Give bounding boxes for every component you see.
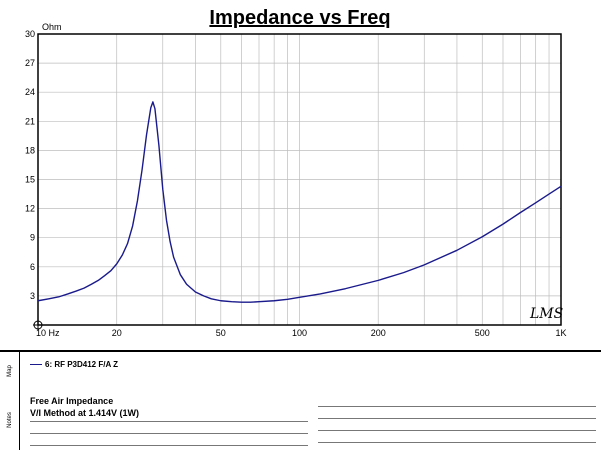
note-line-1: Free Air Impedance (30, 396, 114, 406)
notes-label-text: Notes (6, 412, 13, 428)
x-tick-label: 500 (475, 328, 490, 338)
y-tick-label: 18 (25, 145, 35, 155)
notes-panel: Notes Free Air Impedance V/I Method at 1… (0, 390, 601, 450)
map-panel: Map 6: RF P3D412 F/A Z (0, 350, 601, 392)
y-tick-labels: 3 6 9 12 15 18 21 24 27 30 (25, 29, 35, 301)
chart-title: Impedance vs Freq (209, 7, 390, 29)
x-tick-label: 1K (555, 328, 566, 338)
note-rule (318, 406, 596, 407)
y-tick-label: 3 (30, 291, 35, 301)
y-tick-label: 15 (25, 175, 35, 185)
legend-swatch (30, 364, 42, 365)
y-axis-unit-label: Ohm (42, 22, 62, 32)
notes-side-label: Notes (0, 390, 20, 450)
x-tick-labels: 10 Hz 20 50 100 200 500 1K (36, 328, 567, 338)
y-tick-label: 9 (30, 233, 35, 243)
y-tick-label: 12 (25, 204, 35, 214)
note-rule (318, 430, 596, 431)
y-tick-label: 30 (25, 29, 35, 39)
impedance-chart: Impedance vs Freq Ohm 36912151821242730 … (25, 7, 567, 338)
map-label-text: Map (6, 365, 13, 377)
x-tick-label: 200 (371, 328, 386, 338)
plot-frame (37, 33, 562, 326)
grid-lines (38, 34, 561, 325)
note-rule (318, 442, 596, 443)
impedance-series-line (37, 101, 562, 303)
lms-logo: LMS (529, 306, 563, 322)
x-tick-label: 10 Hz (36, 328, 60, 338)
series-lines (37, 101, 562, 303)
note-line-2: V/I Method at 1.414V (1W) (30, 408, 140, 418)
map-side-label: Map (0, 352, 20, 390)
y-tick-label: 24 (25, 87, 35, 97)
legend-entry: 6: RF P3D412 F/A Z (30, 360, 118, 369)
note-rule (30, 421, 308, 422)
legend-label: 6: RF P3D412 F/A Z (45, 360, 119, 369)
note-rule (318, 418, 596, 419)
note-rule (30, 433, 308, 434)
x-tick-label: 50 (216, 328, 226, 338)
note-rule (30, 445, 308, 446)
y-tick-label: 6 (30, 262, 35, 272)
x-tick-label: 100 (292, 328, 307, 338)
y-tick-label: 21 (25, 116, 35, 126)
x-tick-label: 20 (112, 328, 122, 338)
y-tick-label: 27 (25, 58, 35, 68)
origin-marker-icon (33, 320, 43, 330)
